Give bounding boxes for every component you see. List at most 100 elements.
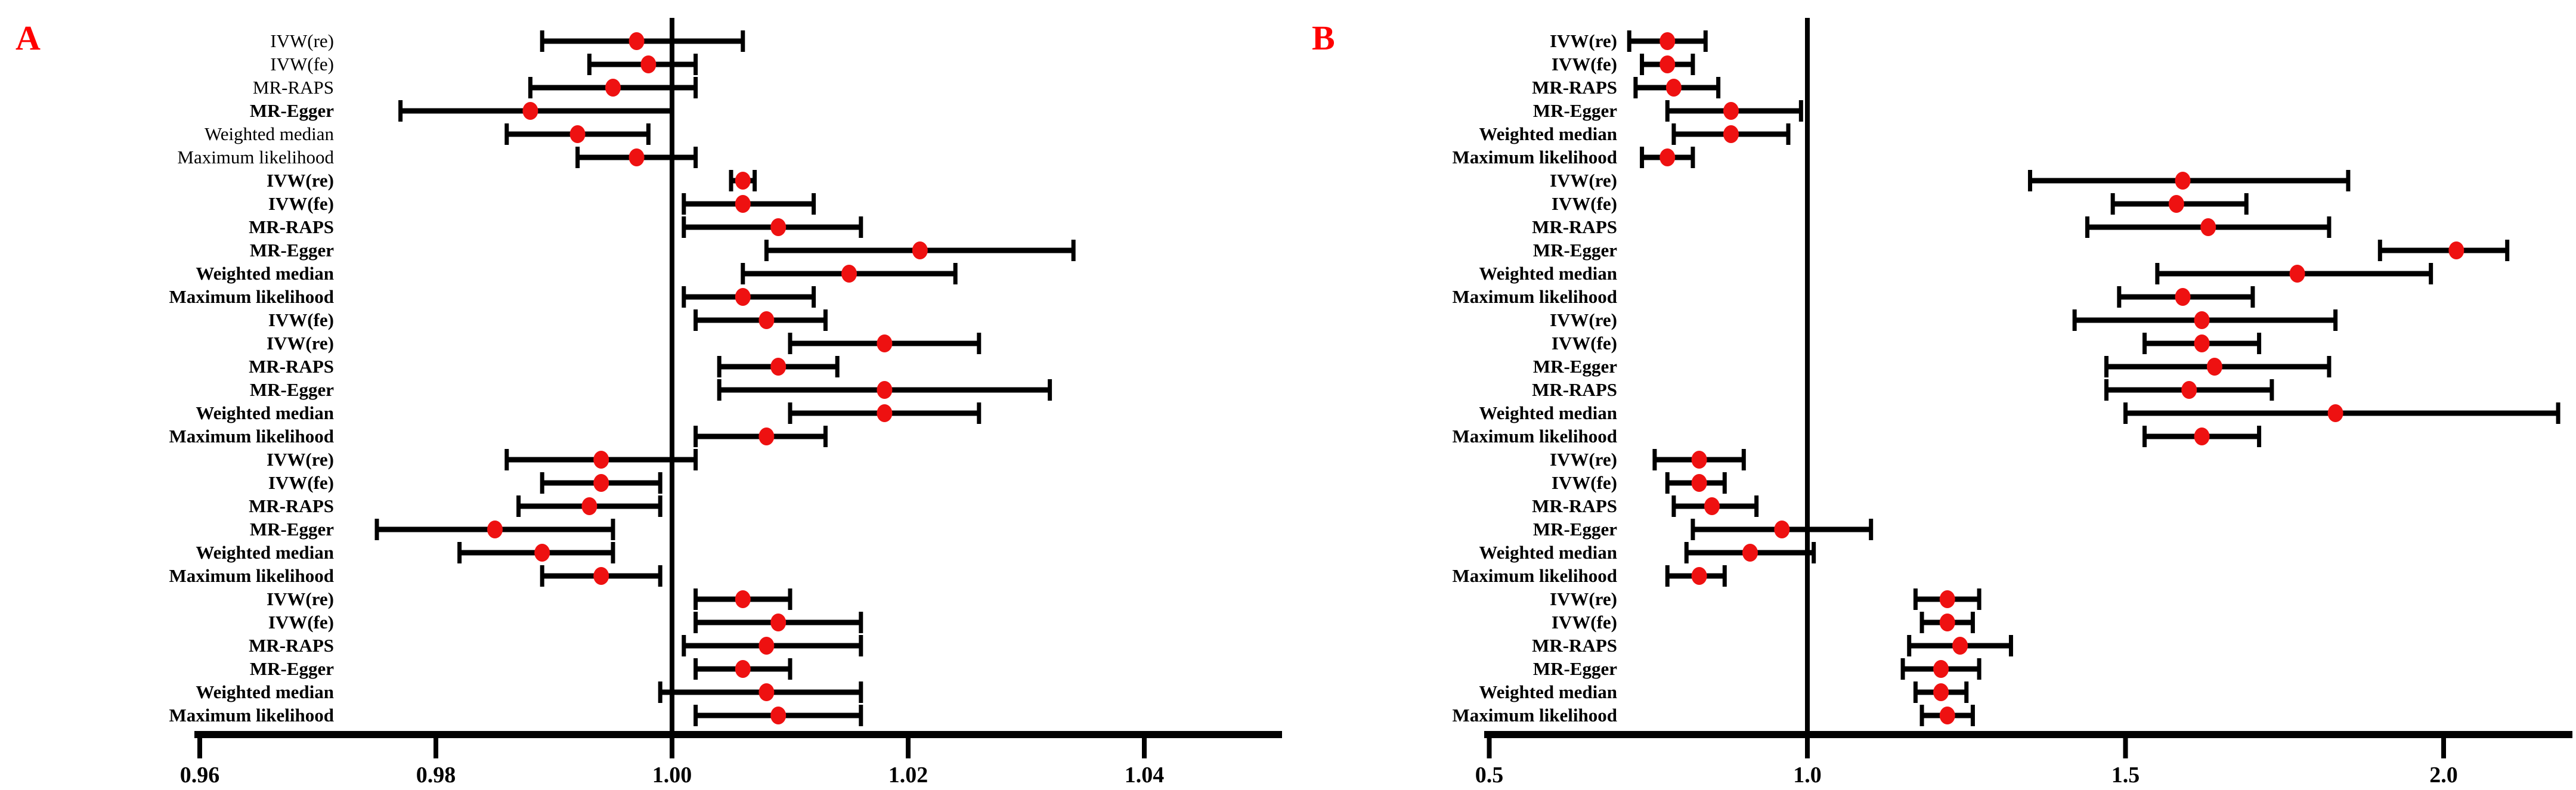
point-estimate-marker bbox=[758, 637, 775, 655]
point-estimate-marker bbox=[593, 567, 609, 585]
point-estimate-marker bbox=[1933, 683, 1949, 701]
method-label: IVW(re) bbox=[1549, 588, 1617, 609]
point-estimate-marker bbox=[1665, 79, 1682, 97]
method-label: MR-Egger bbox=[1532, 519, 1617, 540]
x-tick-label: 1.5 bbox=[2111, 763, 2140, 788]
x-tick-label: 1.0 bbox=[1793, 763, 1822, 788]
method-label: IVW(re) bbox=[266, 449, 334, 470]
x-tick-label: 1.02 bbox=[888, 763, 928, 788]
method-label: IVW(re) bbox=[266, 588, 334, 609]
point-estimate-marker bbox=[581, 497, 597, 515]
point-estimate-marker bbox=[2175, 172, 2191, 190]
point-estimate-marker bbox=[2200, 218, 2216, 236]
method-label: MR-RAPS bbox=[249, 356, 334, 377]
method-label: Weighted median bbox=[1479, 402, 1617, 423]
method-label: IVW(fe) bbox=[270, 54, 334, 75]
method-label: MR-RAPS bbox=[1532, 635, 1617, 656]
point-estimate-marker bbox=[593, 474, 609, 492]
method-label: Maximum likelihood bbox=[1452, 426, 1617, 447]
x-tick-label: 0.96 bbox=[179, 763, 220, 788]
method-label: IVW(fe) bbox=[268, 309, 334, 330]
method-label: MR-RAPS bbox=[249, 216, 334, 237]
point-estimate-marker bbox=[2194, 427, 2210, 445]
point-estimate-marker bbox=[1939, 590, 1955, 608]
point-estimate-marker bbox=[770, 707, 787, 724]
method-label: MR-RAPS bbox=[249, 495, 334, 516]
method-label: IVW(re) bbox=[266, 170, 334, 191]
point-estimate-marker bbox=[534, 544, 550, 562]
panel-b-letter: B bbox=[1312, 18, 1335, 57]
method-label: IVW(fe) bbox=[268, 612, 334, 633]
point-estimate-marker bbox=[1691, 567, 1707, 585]
method-label: IVW(fe) bbox=[1551, 612, 1617, 633]
point-estimate-marker bbox=[770, 614, 787, 631]
point-estimate-marker bbox=[1774, 521, 1790, 538]
method-label: MR-Egger bbox=[1532, 658, 1617, 679]
method-label: IVW(re) bbox=[1549, 449, 1617, 470]
point-estimate-marker bbox=[758, 683, 775, 701]
point-estimate-marker bbox=[758, 311, 775, 329]
point-estimate-marker bbox=[1742, 544, 1758, 562]
method-label: Weighted median bbox=[204, 123, 334, 144]
method-label: MR-RAPS bbox=[1532, 216, 1617, 237]
method-label: MR-Egger bbox=[249, 379, 334, 400]
method-label: Weighted median bbox=[196, 263, 334, 284]
method-label: MR-Egger bbox=[249, 519, 334, 540]
method-label: IVW(fe) bbox=[268, 472, 334, 493]
method-label: Weighted median bbox=[1479, 542, 1617, 563]
point-estimate-marker bbox=[770, 358, 787, 376]
method-label: MR-RAPS bbox=[1532, 495, 1617, 516]
method-label: Maximum likelihood bbox=[169, 286, 334, 307]
point-estimate-marker bbox=[2175, 288, 2191, 306]
point-estimate-marker bbox=[593, 451, 609, 469]
method-label: Weighted median bbox=[196, 402, 334, 423]
method-label: IVW(fe) bbox=[268, 193, 334, 214]
point-estimate-marker bbox=[2206, 358, 2222, 376]
method-label: MR-RAPS bbox=[1532, 379, 1617, 400]
method-label: Weighted median bbox=[1479, 681, 1617, 702]
point-estimate-marker bbox=[735, 288, 751, 306]
method-label: Maximum likelihood bbox=[1452, 705, 1617, 726]
point-estimate-marker bbox=[1939, 707, 1955, 724]
point-estimate-marker bbox=[735, 660, 751, 678]
method-label: Weighted median bbox=[1479, 263, 1617, 284]
point-estimate-marker bbox=[841, 265, 857, 283]
point-estimate-marker bbox=[487, 521, 503, 538]
x-tick-label: 0.98 bbox=[416, 763, 456, 788]
point-estimate-marker bbox=[628, 32, 645, 50]
point-estimate-marker bbox=[1659, 32, 1676, 50]
panel-a-letter: A bbox=[16, 18, 41, 57]
method-label: Maximum likelihood bbox=[1452, 565, 1617, 586]
x-tick-label: 0.5 bbox=[1475, 763, 1504, 788]
method-label: Maximum likelihood bbox=[177, 147, 334, 168]
point-estimate-marker bbox=[628, 148, 645, 166]
point-estimate-marker bbox=[605, 79, 621, 97]
method-label: IVW(fe) bbox=[1551, 472, 1617, 493]
point-estimate-marker bbox=[1704, 497, 1720, 515]
point-estimate-marker bbox=[1723, 102, 1739, 120]
method-label: MR-RAPS bbox=[1532, 77, 1617, 98]
method-label: Maximum likelihood bbox=[169, 705, 334, 726]
method-label: IVW(fe) bbox=[1551, 333, 1617, 354]
point-estimate-marker bbox=[1691, 451, 1707, 469]
method-label: MR-Egger bbox=[1532, 240, 1617, 261]
method-label: IVW(re) bbox=[1549, 309, 1617, 330]
point-estimate-marker bbox=[2289, 265, 2305, 283]
point-estimate-marker bbox=[2168, 195, 2184, 213]
method-label: Weighted median bbox=[196, 681, 334, 702]
x-tick-label: 1.00 bbox=[652, 763, 692, 788]
method-label: IVW(re) bbox=[270, 30, 334, 51]
point-estimate-marker bbox=[1952, 637, 1968, 655]
point-estimate-marker bbox=[877, 381, 893, 399]
point-estimate-marker bbox=[912, 241, 928, 259]
point-estimate-marker bbox=[735, 195, 751, 213]
x-tick-label: 2.0 bbox=[2429, 763, 2458, 788]
method-label: MR-Egger bbox=[1532, 356, 1617, 377]
method-label: Maximum likelihood bbox=[169, 426, 334, 447]
method-label: IVW(fe) bbox=[1551, 54, 1617, 75]
point-estimate-marker bbox=[1659, 148, 1676, 166]
point-estimate-marker bbox=[1723, 125, 1739, 143]
method-label: Maximum likelihood bbox=[1452, 147, 1617, 168]
point-estimate-marker bbox=[758, 427, 775, 445]
